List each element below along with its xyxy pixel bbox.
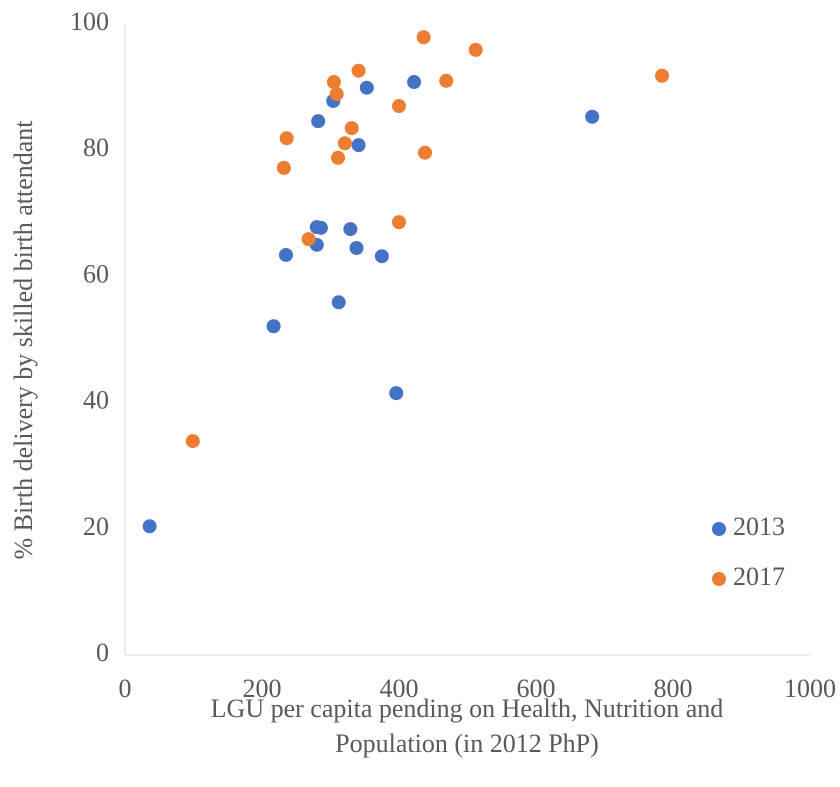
point <box>343 222 358 237</box>
y-tick-label: 100 <box>70 7 109 36</box>
y-tick-label: 20 <box>83 512 109 541</box>
point <box>416 30 431 45</box>
point <box>331 295 346 310</box>
point <box>279 131 294 146</box>
point <box>185 434 200 449</box>
y-tick-label: 0 <box>96 638 109 667</box>
y-tick-label: 40 <box>83 386 109 415</box>
y-tick-label: 80 <box>83 133 109 162</box>
y-tick-label: 60 <box>83 259 109 288</box>
point <box>331 150 346 165</box>
legend-marker <box>712 572 726 586</box>
point <box>585 109 600 124</box>
point <box>326 75 341 90</box>
x-tick-label: 600 <box>517 674 556 703</box>
point <box>392 215 406 230</box>
point <box>337 136 352 151</box>
point <box>351 63 366 78</box>
point <box>392 99 406 114</box>
point <box>349 241 364 256</box>
legend-label: 2017 <box>733 562 785 591</box>
x-tick-label: 0 <box>119 674 132 703</box>
x-tick-label: 200 <box>243 674 282 703</box>
point <box>278 247 293 262</box>
point <box>301 232 316 247</box>
x-axis-title: Population (in 2012 PhP) <box>335 729 599 758</box>
point <box>468 42 483 57</box>
point <box>344 121 359 136</box>
x-tick-label: 800 <box>654 674 693 703</box>
point <box>407 75 422 90</box>
point <box>313 220 328 235</box>
point <box>329 87 344 102</box>
point <box>266 319 281 334</box>
point <box>374 249 389 264</box>
point <box>439 73 454 88</box>
point <box>389 386 404 401</box>
y-axis-title: % Birth delivery by skilled birth attend… <box>9 120 38 560</box>
point <box>142 519 157 534</box>
point <box>311 114 326 129</box>
point <box>655 68 670 83</box>
x-tick-label: 1000 <box>784 674 836 703</box>
x-axis-title: LGU per capita pending on Health, Nutrit… <box>211 694 724 723</box>
point <box>359 80 374 95</box>
point <box>276 160 291 175</box>
legend-marker <box>712 522 726 536</box>
x-tick-label: 400 <box>380 674 419 703</box>
point <box>351 138 366 153</box>
legend-label: 2013 <box>733 512 785 541</box>
point <box>418 145 433 160</box>
